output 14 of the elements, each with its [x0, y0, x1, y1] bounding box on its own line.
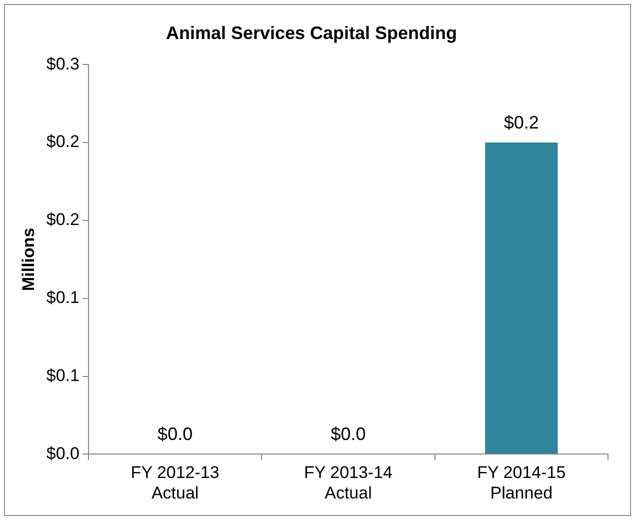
chart-title: Animal Services Capital Spending — [166, 22, 458, 43]
y-tick-label: $0.1 — [46, 366, 80, 385]
x-tick-label: FY 2014-15 Planned — [477, 463, 566, 502]
x-tick-label: FY 2013-14 Actual — [304, 463, 393, 502]
data-label: $0.0 — [158, 424, 193, 444]
x-tick-label: FY 2012-13 Actual — [130, 463, 220, 502]
data-label: $0.0 — [330, 424, 366, 444]
y-axis-title: Millions — [18, 228, 38, 292]
y-tick-label: $0.2 — [46, 132, 80, 152]
y-tick-label: $0.1 — [46, 288, 80, 308]
y-tick-label: $0.3 — [46, 54, 80, 74]
y-tick-label: $0.2 — [46, 210, 80, 230]
y-tick-label: $0.0 — [46, 444, 80, 463]
data-label: $0.2 — [504, 112, 539, 132]
